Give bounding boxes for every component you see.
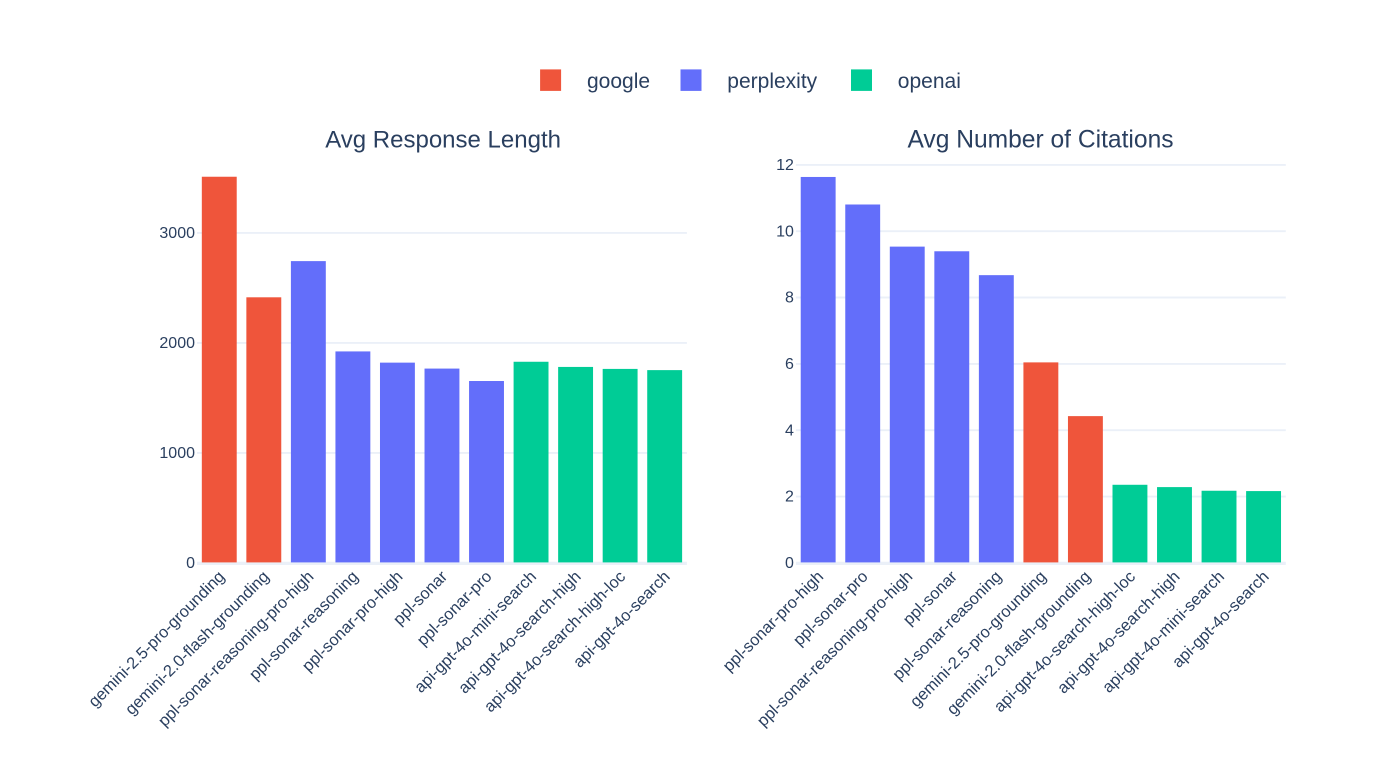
svg-text:0: 0 [186, 555, 195, 572]
svg-text:1000: 1000 [159, 445, 195, 462]
svg-text:perplexity: perplexity [727, 70, 817, 93]
svg-text:2: 2 [785, 489, 794, 506]
svg-text:4: 4 [785, 422, 794, 439]
svg-text:8: 8 [785, 290, 794, 307]
svg-text:openai: openai [898, 70, 961, 93]
svg-text:2000: 2000 [159, 335, 195, 352]
svg-text:6: 6 [785, 356, 794, 373]
svg-text:google: google [587, 70, 650, 93]
svg-text:0: 0 [785, 555, 794, 572]
svg-text:Avg Response Length: Avg Response Length [325, 127, 561, 154]
svg-text:3000: 3000 [159, 225, 195, 242]
svg-text:10: 10 [776, 223, 794, 240]
svg-text:Avg Number of Citations: Avg Number of Citations [907, 127, 1173, 154]
svg-text:12: 12 [776, 157, 794, 174]
